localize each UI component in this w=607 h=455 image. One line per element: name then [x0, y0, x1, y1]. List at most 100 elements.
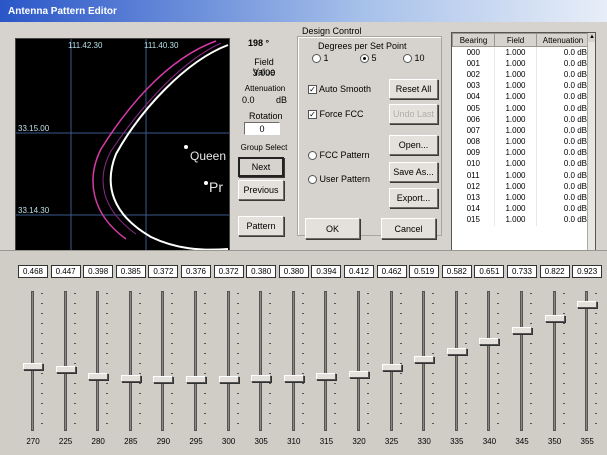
slider-track[interactable] — [259, 291, 263, 431]
table-scrollbar[interactable]: ▲ ▼ — [587, 33, 595, 263]
slider-thumb[interactable] — [120, 374, 141, 382]
slider-value-box[interactable]: 0.394 — [311, 265, 342, 278]
slider-track[interactable] — [161, 291, 165, 431]
slider-value-box[interactable]: 0.380 — [246, 265, 277, 278]
slider-track[interactable] — [63, 291, 67, 431]
table-row[interactable]: 002 1.000 0.0 dB — [452, 68, 590, 81]
slider-value-box[interactable]: 0.380 — [278, 265, 309, 278]
slider-value-box[interactable]: 0.468 — [18, 265, 48, 278]
slider-thumb[interactable] — [544, 315, 565, 323]
column-header-bearing[interactable]: Bearing — [452, 33, 495, 47]
slider-thumb[interactable] — [88, 372, 109, 380]
slider-thumb[interactable] — [153, 376, 174, 384]
slider-thumb[interactable] — [479, 338, 500, 346]
pattern-button[interactable]: Pattern — [238, 216, 284, 236]
slider-track[interactable] — [226, 291, 230, 431]
table-row[interactable]: 014 1.000 0.0 dB — [452, 203, 590, 215]
slider-thumb[interactable] — [218, 376, 239, 384]
slider-thumb[interactable] — [23, 363, 43, 371]
export-button[interactable]: Export... — [389, 188, 438, 208]
slider-thumb[interactable] — [55, 366, 76, 374]
slider-thumb[interactable] — [577, 301, 598, 309]
previous-button[interactable]: Previous — [238, 180, 284, 200]
slider-track[interactable] — [194, 291, 197, 431]
slider-track[interactable] — [487, 291, 491, 431]
slider-value-box[interactable]: 0.923 — [572, 265, 603, 278]
force-fcc-checkbox[interactable]: ✓ Force FCC — [308, 109, 364, 120]
slider-value-box[interactable]: 0.372 — [148, 265, 179, 278]
degree-radio-5[interactable]: 5 — [360, 53, 377, 64]
slider-value-box[interactable]: 0.376 — [181, 265, 211, 278]
slider-thumb[interactable] — [381, 364, 402, 372]
rotation-input[interactable]: 0 — [244, 122, 280, 135]
slider-thumb[interactable] — [414, 356, 435, 364]
slider-track[interactable] — [96, 291, 100, 431]
slider-tick — [399, 373, 402, 374]
slider-value-box[interactable]: 0.447 — [50, 265, 81, 278]
slider-track[interactable] — [552, 291, 556, 431]
table-row[interactable]: 010 1.000 0.0 dB — [452, 158, 590, 170]
table-row[interactable]: 008 1.000 0.0 dB — [452, 136, 590, 148]
slider-thumb[interactable] — [251, 375, 272, 383]
slider-track[interactable] — [324, 291, 328, 431]
cancel-button[interactable]: Cancel — [381, 218, 436, 239]
slider-value-box[interactable]: 0.519 — [409, 265, 440, 278]
table-row[interactable]: 000 1.000 0.0 dB — [452, 46, 590, 58]
slider-track[interactable] — [585, 291, 589, 431]
field-cell: 1.000 — [494, 113, 537, 125]
scroll-up-icon[interactable]: ▲ — [588, 33, 595, 42]
table-row[interactable]: 012 1.000 0.0 dB — [452, 180, 590, 192]
user-pattern-radio[interactable]: User Pattern — [308, 174, 370, 185]
pattern-map[interactable]: 111.42.30 111.40.30 33.15.00 33.14.30 Qu… — [15, 38, 230, 253]
slider-value-box[interactable]: 0.582 — [441, 265, 472, 278]
slider-value-box[interactable]: 0.462 — [376, 265, 407, 278]
table-row[interactable]: 015 1.000 0.0 dB — [452, 214, 590, 226]
pattern-table[interactable]: Bearing Field Attenuation 000 1.000 0.0 dB… — [451, 32, 596, 264]
slider-thumb[interactable] — [283, 375, 304, 383]
table-row[interactable]: 004 1.000 0.0 dB — [452, 91, 590, 103]
column-header-field[interactable]: Field — [494, 33, 537, 47]
undo-last-button[interactable]: Undo Last — [389, 104, 438, 124]
table-row[interactable]: 007 1.000 0.0 dB — [452, 124, 590, 136]
slider-track[interactable] — [454, 291, 458, 431]
slider-value-box[interactable]: 0.412 — [344, 265, 374, 278]
slider-thumb[interactable] — [446, 347, 467, 355]
slider-tick — [334, 383, 337, 384]
slider-value-box[interactable]: 0.385 — [115, 265, 146, 278]
table-row[interactable]: 011 1.000 0.0 dB — [452, 169, 590, 181]
degree-radio-10[interactable]: 10 — [403, 53, 425, 64]
table-row[interactable]: 006 1.000 0.0 dB — [452, 113, 590, 125]
auto-smooth-checkbox[interactable]: ✓ Auto Smooth — [308, 84, 372, 95]
table-row[interactable]: 013 1.000 0.0 dB — [452, 191, 590, 204]
slider-tick — [301, 303, 304, 304]
slider-thumb[interactable] — [316, 373, 337, 381]
save-as-button[interactable]: Save As... — [389, 162, 438, 182]
table-row[interactable]: 009 1.000 0.0 dB — [452, 147, 590, 159]
open-button[interactable]: Open... — [389, 135, 438, 155]
slider-thumb[interactable] — [186, 375, 206, 383]
slider-tick — [106, 393, 109, 394]
slider-thumb[interactable] — [349, 370, 369, 378]
slider-value-box[interactable]: 0.372 — [213, 265, 244, 278]
slider-track[interactable] — [357, 291, 360, 431]
column-header-attenuation[interactable]: Attenuation — [536, 33, 590, 47]
degree-radio-1[interactable]: 1 — [312, 53, 329, 64]
slider-track[interactable] — [291, 291, 295, 431]
table-row[interactable]: 003 1.000 0.0 dB — [452, 80, 590, 92]
fcc-pattern-radio[interactable]: FCC Pattern — [308, 150, 370, 161]
slider-value-box[interactable]: 0.398 — [83, 265, 114, 278]
next-button[interactable]: Next — [238, 157, 284, 177]
slider-track[interactable] — [31, 291, 34, 431]
slider-track[interactable] — [520, 291, 523, 431]
slider-track[interactable] — [389, 291, 393, 431]
table-row[interactable]: 001 1.000 0.0 dB — [452, 57, 590, 69]
slider-thumb[interactable] — [512, 327, 532, 335]
slider-value-box[interactable]: 0.733 — [507, 265, 537, 278]
slider-tick — [138, 293, 141, 294]
table-row[interactable]: 005 1.000 0.0 dB — [452, 102, 590, 114]
slider-value-box[interactable]: 0.651 — [474, 265, 505, 278]
ok-button[interactable]: OK — [305, 218, 360, 239]
slider-track[interactable] — [128, 291, 132, 431]
reset-all-button[interactable]: Reset All — [389, 79, 438, 99]
slider-value-box[interactable]: 0.822 — [539, 265, 570, 278]
